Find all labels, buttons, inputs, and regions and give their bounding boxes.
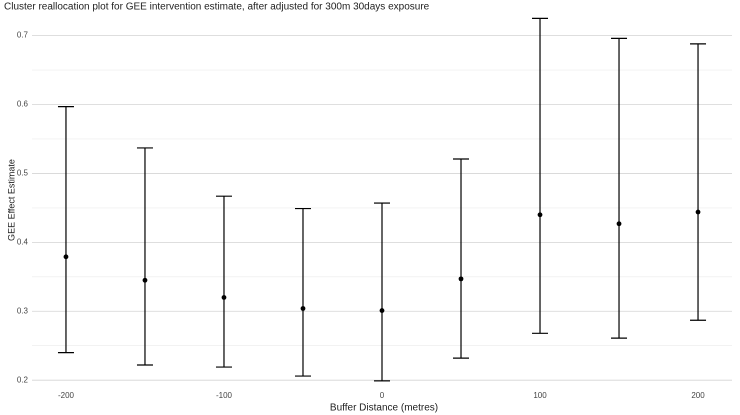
y-tick-label: 0.7 bbox=[17, 31, 29, 40]
point bbox=[142, 277, 148, 283]
y-tick-label: 0.4 bbox=[17, 237, 29, 246]
point bbox=[63, 254, 69, 260]
y-tick-label: 0.5 bbox=[17, 169, 29, 178]
point bbox=[221, 295, 227, 300]
point bbox=[695, 209, 701, 215]
chart-title: Cluster reallocation plot for GEE interv… bbox=[4, 2, 430, 13]
x-tick-label: 200 bbox=[691, 391, 705, 400]
y-tick-label: 0.6 bbox=[17, 100, 29, 109]
point bbox=[458, 276, 464, 282]
point bbox=[537, 212, 543, 218]
x-axis-title: Buffer Distance (metres) bbox=[330, 403, 438, 414]
point bbox=[616, 221, 622, 227]
x-tick-label: -100 bbox=[216, 391, 233, 400]
point bbox=[379, 308, 385, 313]
x-tick-label: 100 bbox=[533, 391, 547, 400]
x-tick-label: -200 bbox=[58, 391, 75, 400]
point bbox=[300, 306, 306, 311]
y-axis-title: GEE Effect Estimate bbox=[6, 159, 16, 241]
x-tick-label: 0 bbox=[380, 391, 385, 400]
y-tick-label: 0.3 bbox=[17, 306, 29, 315]
y-tick-label: 0.2 bbox=[17, 375, 29, 384]
